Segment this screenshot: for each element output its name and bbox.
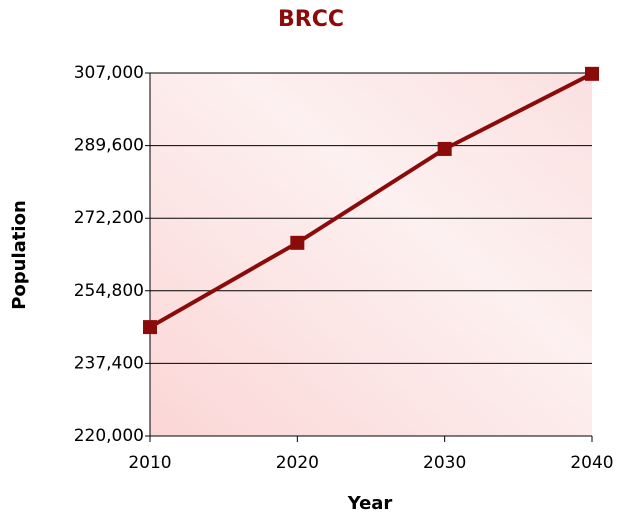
- y-tick-label: 220,000: [74, 426, 144, 446]
- line: [149, 72, 593, 329]
- marker: [585, 66, 599, 81]
- x-axis-label: Year: [347, 493, 393, 514]
- y-axis-label: Population: [9, 200, 30, 310]
- chart-title: BRCC: [278, 7, 344, 32]
- y-tick-label: 307,000: [74, 63, 144, 83]
- y-tick-label: 237,400: [74, 353, 144, 373]
- y-tick-label: 289,600: [74, 136, 144, 156]
- marker: [290, 235, 305, 250]
- x-tick-label: 2010: [128, 453, 171, 473]
- x-tick-label: 2020: [276, 453, 319, 473]
- x-tick-label: 2030: [423, 453, 466, 473]
- y-tick-label: 272,200: [74, 208, 144, 228]
- plot-area: [150, 73, 592, 436]
- marker: [143, 320, 157, 335]
- y-tick-label: 254,800: [74, 281, 144, 301]
- marker: [437, 141, 452, 156]
- x-tick-label: 2040: [570, 453, 613, 473]
